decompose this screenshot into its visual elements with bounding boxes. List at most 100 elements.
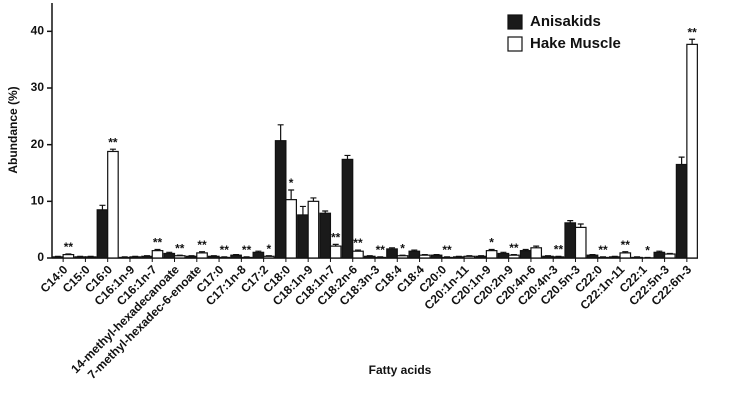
y-tick-label: 40 — [31, 24, 45, 38]
bar — [173, 255, 186, 259]
y-axis-title: Abundance (%) — [6, 86, 20, 173]
bar — [141, 255, 153, 259]
bar — [675, 163, 688, 259]
bar — [185, 255, 198, 259]
error-bar — [533, 245, 540, 248]
bar — [418, 254, 431, 259]
significance-label: ** — [64, 240, 74, 254]
bar — [396, 255, 409, 259]
significance-label: * — [645, 244, 650, 258]
significance-label: ** — [108, 135, 118, 149]
bar — [453, 256, 465, 259]
error-bar — [500, 251, 507, 254]
bar — [530, 247, 543, 259]
bar — [564, 222, 577, 259]
y-tick-label: 30 — [31, 80, 45, 94]
error-bar — [188, 255, 195, 257]
bar — [252, 251, 265, 259]
bar — [597, 256, 609, 259]
error-bar — [488, 248, 495, 251]
error-bar — [634, 256, 641, 258]
bar — [307, 200, 320, 259]
error-bar — [354, 249, 361, 252]
bar — [608, 256, 621, 259]
bar — [285, 199, 297, 259]
error-bar — [611, 255, 618, 257]
x-axis-title: Fatty acids — [369, 363, 432, 377]
error-bar — [288, 189, 295, 200]
error-bar — [377, 256, 384, 258]
bar — [74, 256, 87, 259]
bar — [230, 254, 242, 259]
bar — [653, 251, 666, 259]
bar — [441, 256, 453, 259]
error-bar — [277, 124, 284, 141]
significance-label: ** — [509, 241, 519, 255]
bar — [240, 256, 253, 259]
significance-label: ** — [175, 241, 185, 255]
error-bar — [444, 256, 451, 258]
bar — [631, 256, 643, 259]
bar — [62, 254, 75, 259]
error-bar — [455, 255, 462, 257]
error-bar — [567, 220, 574, 223]
bar — [475, 255, 487, 259]
significance-label: * — [289, 176, 294, 190]
error-bar — [577, 223, 584, 228]
legend-swatch — [507, 36, 523, 52]
bar — [542, 255, 554, 259]
error-bar — [54, 255, 61, 257]
y-tick-label: 10 — [31, 194, 45, 208]
bar — [218, 256, 231, 259]
significance-label: ** — [242, 243, 252, 257]
error-bar — [478, 255, 485, 257]
error-bar — [510, 254, 517, 256]
error-bar — [77, 255, 84, 257]
error-bar — [522, 248, 529, 251]
error-bar — [299, 205, 306, 215]
error-bar — [233, 254, 240, 256]
error-bar — [143, 255, 150, 257]
bar — [319, 212, 332, 259]
error-bar — [121, 256, 128, 258]
error-bar — [421, 254, 428, 256]
bar — [96, 209, 109, 259]
bar — [163, 252, 176, 259]
error-bar — [389, 247, 396, 249]
error-bar — [322, 210, 329, 214]
error-bar — [589, 254, 596, 256]
bar — [118, 256, 131, 259]
bar — [196, 252, 208, 259]
error-bar — [433, 254, 440, 256]
bar — [663, 253, 676, 259]
error-bar — [132, 255, 139, 257]
significance-label: * — [489, 236, 494, 250]
error-bar — [310, 197, 317, 202]
error-bar — [210, 255, 217, 257]
error-bar — [221, 256, 228, 258]
significance-label: ** — [197, 238, 207, 252]
error-bar — [265, 255, 272, 257]
bar — [263, 255, 275, 259]
bar — [107, 150, 119, 259]
bar — [430, 254, 443, 259]
error-bar — [255, 250, 262, 253]
error-bar — [366, 255, 373, 257]
error-bar — [109, 148, 116, 152]
bar — [297, 214, 309, 259]
error-bar — [466, 255, 473, 257]
significance-label: * — [267, 242, 272, 256]
bar — [408, 250, 421, 259]
bar — [341, 158, 354, 259]
bar — [552, 256, 565, 259]
significance-label: ** — [621, 238, 631, 252]
significance-label: ** — [353, 236, 363, 250]
bar — [374, 256, 387, 259]
bar — [508, 254, 520, 259]
error-bar — [243, 256, 250, 258]
bar — [151, 250, 164, 259]
error-bar — [600, 256, 607, 258]
error-bar — [411, 249, 418, 252]
error-bar — [399, 254, 406, 256]
